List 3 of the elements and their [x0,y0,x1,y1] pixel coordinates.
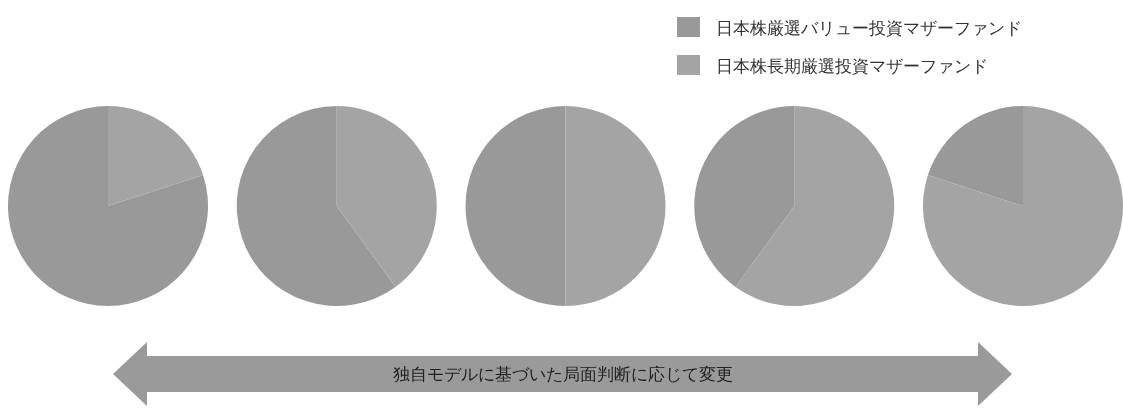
legend-label: 日本株長期厳選投資マザーファンド [716,56,988,76]
text: 独自モデルに基づいた局面判断に応じて変更 [392,364,733,384]
legend-label: 日本株厳選バリュー投資マザーファンド [716,18,1022,38]
